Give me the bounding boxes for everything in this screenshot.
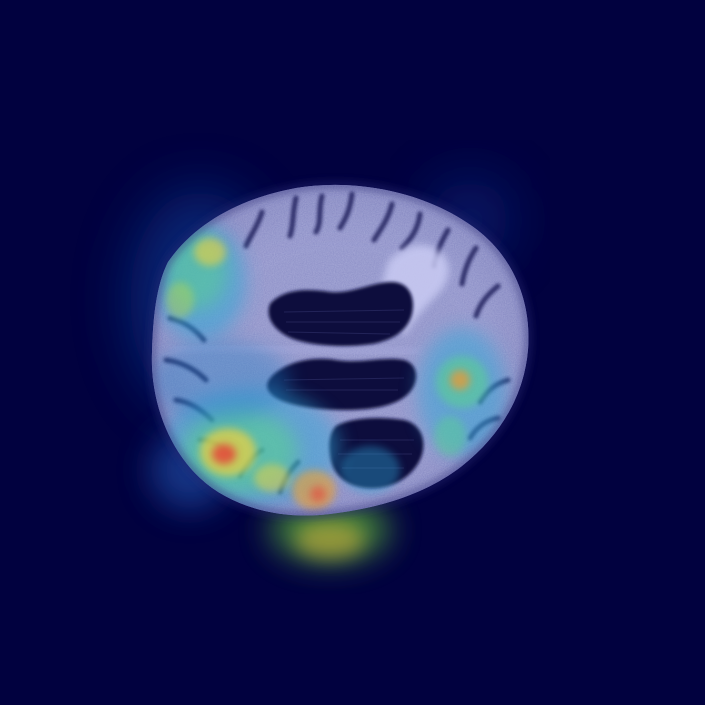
skull-edge — [148, 181, 532, 519]
heatmap-overlay — [151, 224, 506, 510]
ventricles — [267, 282, 424, 489]
